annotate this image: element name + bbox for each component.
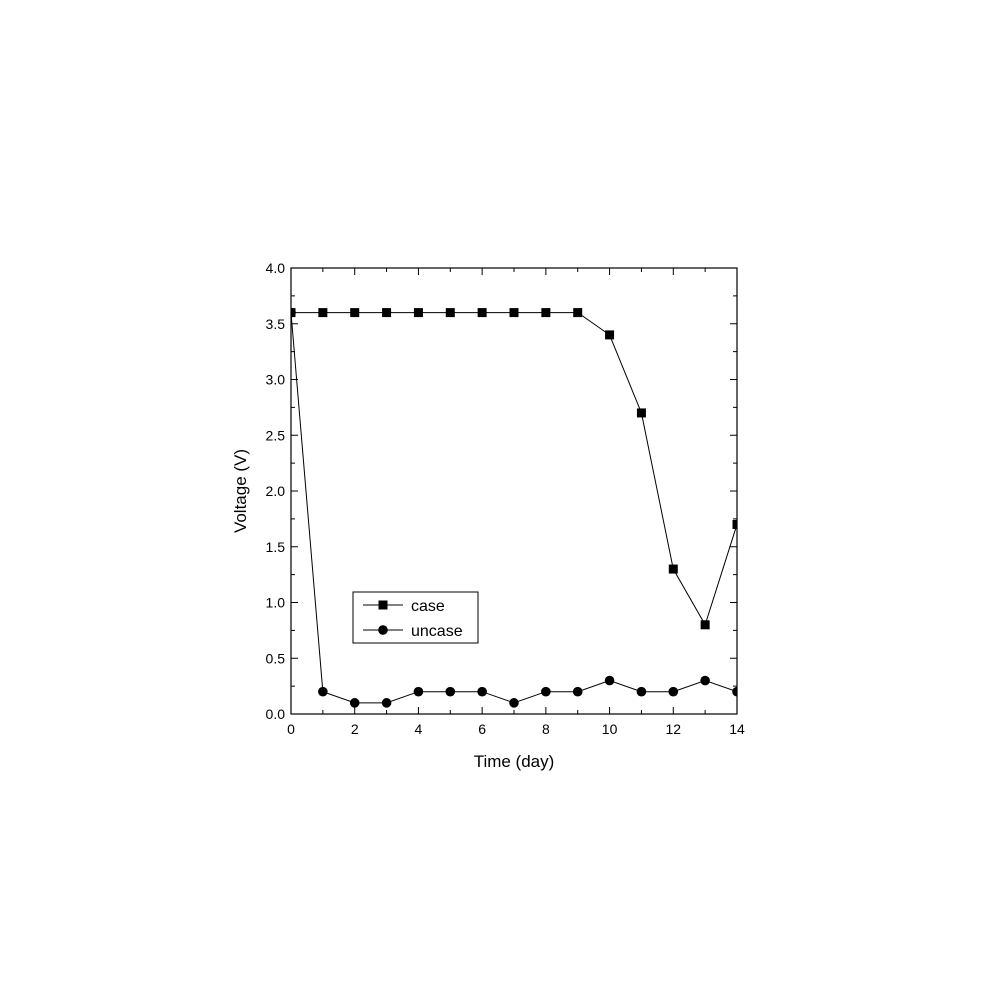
y-tick-label: 2.5 [266, 427, 286, 443]
data-point-uncase [700, 676, 710, 686]
data-point-case [510, 308, 519, 317]
y-tick-label: 0.5 [266, 650, 286, 666]
series-line-uncase [291, 313, 737, 703]
y-tick-label: 1.0 [266, 595, 286, 611]
data-point-case [573, 308, 582, 317]
x-tick-label: 2 [351, 721, 359, 737]
legend: case uncase [353, 592, 478, 643]
data-point-uncase [445, 687, 455, 697]
y-tick-label: 1.5 [266, 539, 286, 555]
data-point-uncase [541, 687, 551, 697]
plot-frame [291, 268, 737, 714]
data-point-case [541, 308, 550, 317]
x-tick-label: 10 [602, 721, 618, 737]
y-tick-label: 2.0 [266, 483, 286, 499]
data-point-case [605, 330, 614, 339]
data-point-uncase [318, 687, 328, 697]
series-uncase [286, 308, 742, 708]
data-point-case [446, 308, 455, 317]
data-point-case [318, 308, 327, 317]
data-point-case [414, 308, 423, 317]
x-axis: 0 2 4 6 8 10 12 14 [287, 268, 745, 737]
data-point-uncase [605, 676, 615, 686]
data-point-uncase [668, 687, 678, 697]
data-point-uncase [509, 698, 519, 708]
x-tick-label: 4 [415, 721, 423, 737]
data-point-case [701, 620, 710, 629]
x-tick-label: 0 [287, 721, 295, 737]
y-tick-label: 4.0 [266, 260, 286, 276]
x-tick-label: 6 [478, 721, 486, 737]
data-point-case [382, 308, 391, 317]
x-tick-label: 12 [665, 721, 681, 737]
series-case [287, 308, 742, 629]
x-tick-label: 14 [729, 721, 745, 737]
legend-label: case [411, 598, 445, 615]
x-tick-label: 8 [542, 721, 550, 737]
data-point-uncase [637, 687, 647, 697]
data-point-case [637, 408, 646, 417]
data-point-uncase [382, 698, 392, 708]
data-point-case [669, 565, 678, 574]
legend-label: uncase [411, 623, 463, 640]
y-axis: 0.0 0.5 1.0 1.5 2.0 2.5 3.0 3.5 4.0 [266, 260, 737, 722]
data-point-uncase [414, 687, 424, 697]
legend-marker-circle [378, 625, 388, 635]
data-point-uncase [350, 698, 360, 708]
data-point-uncase [573, 687, 583, 697]
y-tick-label: 0.0 [266, 706, 286, 722]
y-tick-label: 3.0 [266, 372, 286, 388]
x-axis-title: Time (day) [474, 752, 555, 771]
data-point-case [350, 308, 359, 317]
data-point-uncase [477, 687, 487, 697]
series-line-case [291, 313, 737, 625]
y-tick-label: 3.5 [266, 316, 286, 332]
legend-marker-square [379, 601, 388, 610]
y-axis-title: Voltage (V) [231, 449, 250, 533]
data-point-case [478, 308, 487, 317]
series-layer [286, 308, 742, 708]
